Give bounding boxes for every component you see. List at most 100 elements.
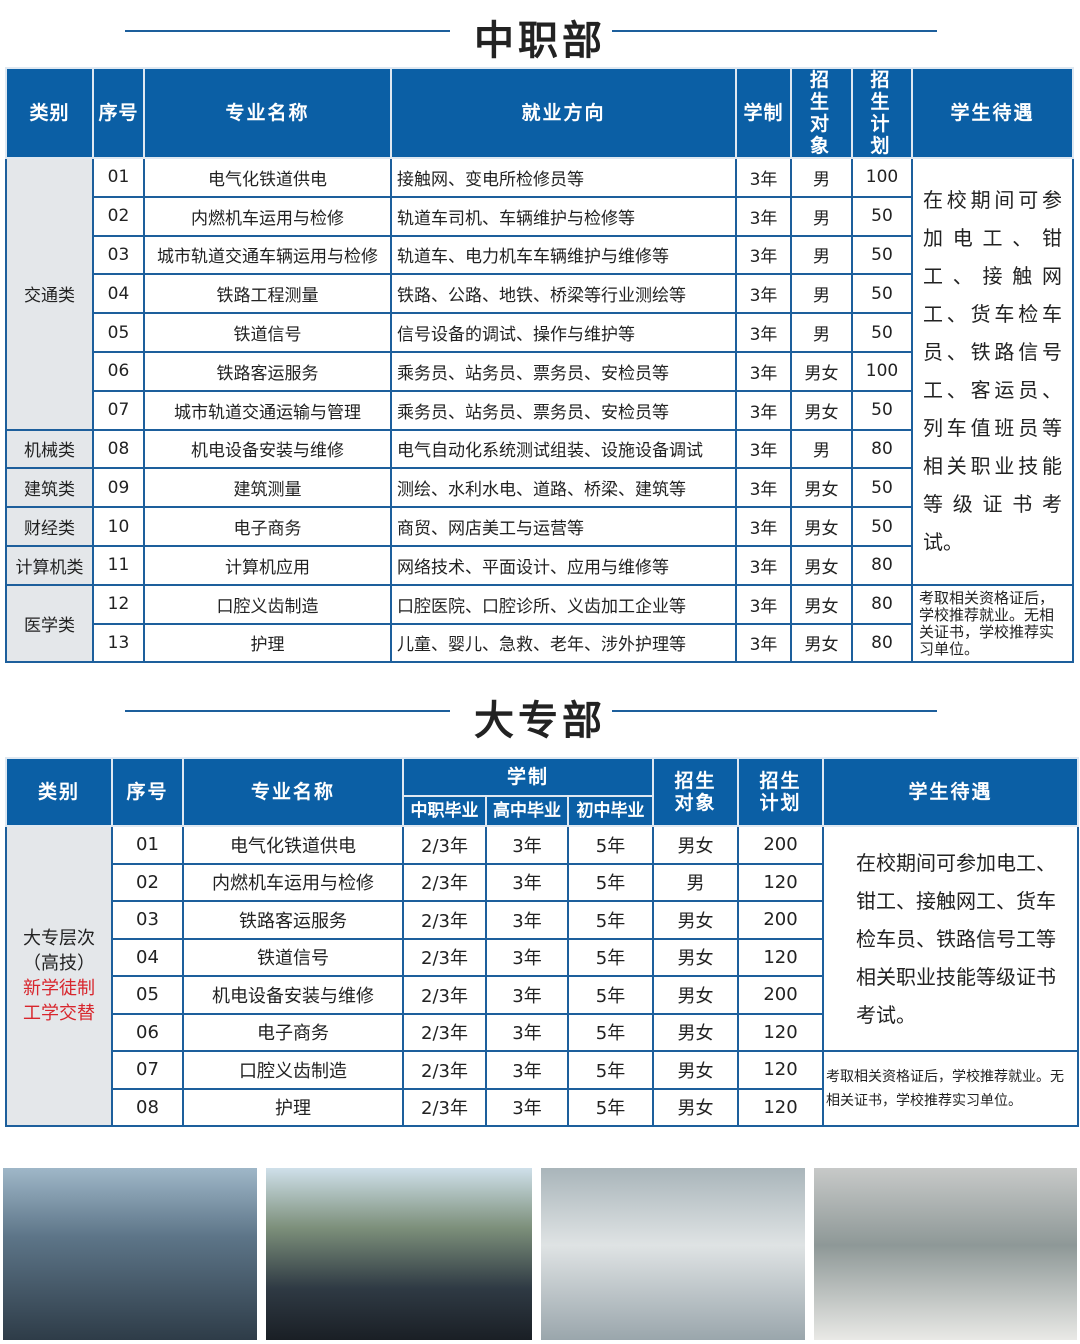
header-number: 序号 — [92, 67, 145, 159]
major-cell: 铁道信号 — [143, 312, 392, 353]
plan-cell: 200 — [737, 900, 824, 940]
gender-cell: 男女 — [652, 1087, 739, 1127]
years-highschool-cell: 3年 — [485, 1087, 569, 1127]
title-divider-right — [612, 710, 937, 712]
table-row: 06 电子商务 2/3年 3年 5年 男女 120 — [6, 1012, 1078, 1052]
employment-cell: 电气自动化系统测试组装、设施设备调试 — [390, 428, 737, 470]
number-cell: 10 — [92, 506, 145, 547]
years-middleschool-cell: 5年 — [567, 825, 654, 865]
header-plan: 招生计划 — [737, 757, 824, 827]
employment-cell: 铁路、公路、地铁、桥梁等行业测绘等 — [390, 273, 737, 315]
table-row: 05 铁道信号 信号设备的调试、操作与维护等 3年男 50 — [6, 312, 1073, 353]
years-highschool-cell: 3年 — [485, 825, 569, 865]
plan-cell: 80 — [851, 622, 913, 664]
category-line: （高技） — [23, 953, 95, 974]
plan-cell: 120 — [737, 937, 824, 977]
number-cell: 11 — [92, 544, 145, 586]
employment-cell: 乘务员、站务员、票务员、安检员等 — [390, 389, 737, 431]
gender-cell: 男女 — [652, 937, 739, 977]
table-row: 08 护理 2/3年 3年 5年 男女 120 — [6, 1087, 1078, 1127]
plan-cell: 120 — [737, 1087, 824, 1127]
plan-cell: 50 — [851, 506, 913, 547]
category-cell: 机械类 — [5, 428, 94, 470]
train-station-hall-photo — [3, 1168, 257, 1340]
gender-cell: 男 — [790, 428, 853, 470]
table-row: 财经类 10 电子商务 商贸、网店美工与运营等 3年 男女 50 — [5, 506, 1073, 547]
table-row: 03 城市轨道交通车辆运用与检修 轨道车、电力机车车辆维护与维修等 3年男 50 — [6, 234, 1073, 276]
treatment-cell: 在校期间可参加电工、钳工、接触网工、货车检车员、铁路信号工、客运员、列车值班员等… — [911, 157, 1074, 586]
years-middleschool-cell: 5年 — [567, 1087, 654, 1127]
category-line: 工学交替 — [23, 1003, 95, 1024]
employment-cell: 测绘、水利水电、道路、桥梁、建筑等 — [390, 467, 737, 509]
plan-cell: 200 — [737, 975, 824, 1015]
header-sub-vocational: 中职毕业 — [402, 795, 487, 827]
gender-cell: 男女 — [790, 467, 853, 509]
category-cell: 建筑类 — [5, 467, 94, 509]
major-cell: 电气化铁道供电 — [182, 825, 404, 865]
gender-cell: 男女 — [790, 622, 853, 664]
employment-cell: 网络技术、平面设计、应用与维修等 — [390, 544, 737, 586]
number-cell: 04 — [92, 273, 145, 315]
years-middleschool-cell: 5年 — [567, 900, 654, 940]
years-highschool-cell: 3年 — [485, 937, 569, 977]
header-category: 类别 — [5, 67, 94, 159]
plan-cell: 50 — [851, 389, 913, 431]
major-cell: 口腔义齿制造 — [182, 1050, 404, 1090]
title-divider-left — [125, 710, 450, 712]
gender-cell: 男 — [652, 862, 739, 902]
major-cell: 铁道信号 — [182, 937, 404, 977]
gender-cell: 男 — [790, 273, 853, 315]
major-cell: 电气化铁道供电 — [143, 157, 392, 198]
major-cell: 机电设备安装与维修 — [143, 428, 392, 470]
years-cell: 3年 — [735, 583, 792, 625]
major-cell: 电子商务 — [182, 1012, 404, 1052]
years-vocational-cell: 2/3年 — [402, 825, 487, 865]
plan-cell: 120 — [737, 1050, 824, 1090]
header-major: 专业名称 — [182, 757, 404, 827]
number-cell: 09 — [92, 467, 145, 509]
plan-cell: 50 — [851, 467, 913, 509]
number-cell: 02 — [92, 195, 145, 237]
section-title-college: 大专部 — [474, 698, 606, 744]
category-cell: 医学类 — [5, 583, 94, 664]
treatment-cell: 考取相关资格证后，学校推荐就业。无相关证书，学校推荐实习单位。 — [822, 1050, 1079, 1127]
treatment-cell: 考取相关资格证后，学校推荐就业。无相关证书，学校推荐实习单位。 — [911, 583, 1074, 664]
treatment-cell: 在校期间可参加电工、钳工、接触网工、货车检车员、铁路信号工等相关职业技能等级证书… — [822, 825, 1079, 1052]
table-row: 07 口腔义齿制造 2/3年 3年 5年 男女 120 考取相关资格证后，学校推荐就业。无相关… — [6, 1050, 1079, 1127]
header-plan: 招生计划 — [851, 67, 913, 159]
number-cell: 01 — [92, 157, 145, 198]
years-vocational-cell: 2/3年 — [402, 1050, 487, 1090]
years-highschool-cell: 3年 — [485, 975, 569, 1015]
years-cell: 3年 — [735, 195, 792, 237]
major-cell: 内燃机车运用与检修 — [143, 195, 392, 237]
years-cell: 3年 — [735, 467, 792, 509]
section-title-secondary-vocational: 中职部 — [474, 18, 606, 64]
years-vocational-cell: 2/3年 — [402, 862, 487, 902]
category-cell: 财经类 — [5, 506, 94, 547]
header-major: 专业名称 — [143, 67, 392, 159]
number-cell: 06 — [92, 350, 145, 392]
header-years: 学制 — [735, 67, 792, 159]
number-cell: 06 — [111, 1012, 184, 1052]
plan-cell: 80 — [851, 428, 913, 470]
years-highschool-cell: 3年 — [485, 862, 569, 902]
years-middleschool-cell: 5年 — [567, 862, 654, 902]
gender-cell: 男女 — [652, 1050, 739, 1090]
years-cell: 3年 — [735, 428, 792, 470]
employment-cell: 信号设备的调试、操作与维护等 — [390, 312, 737, 353]
number-cell: 08 — [111, 1087, 184, 1127]
years-vocational-cell: 2/3年 — [402, 975, 487, 1015]
header-system: 学制 — [402, 757, 654, 797]
major-cell: 护理 — [182, 1087, 404, 1127]
years-vocational-cell: 2/3年 — [402, 937, 487, 977]
gender-cell: 男女 — [790, 544, 853, 586]
major-cell: 城市轨道交通车辆运用与检修 — [143, 234, 392, 276]
plan-cell: 80 — [851, 544, 913, 586]
employment-cell: 乘务员、站务员、票务员、安检员等 — [390, 350, 737, 392]
plan-cell: 100 — [851, 350, 913, 392]
plan-cell: 120 — [737, 1012, 824, 1052]
header-sub-middleschool: 初中毕业 — [567, 795, 654, 827]
gender-cell: 男女 — [652, 1012, 739, 1052]
gender-cell: 男女 — [652, 900, 739, 940]
